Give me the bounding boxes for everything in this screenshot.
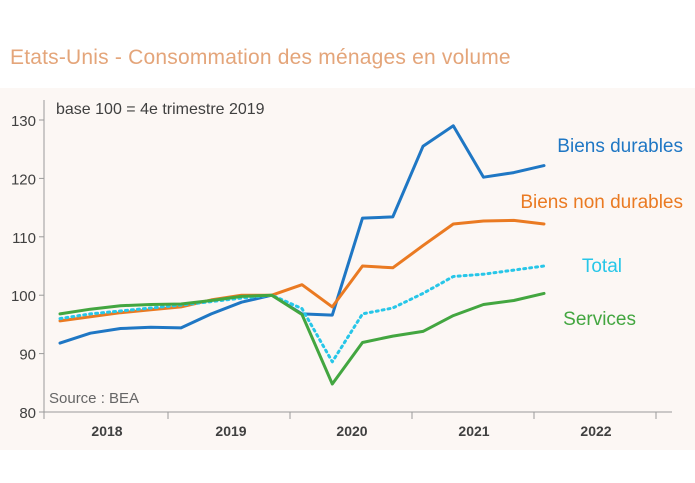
series-label-biens-non-durables: Biens non durables bbox=[520, 192, 683, 213]
series-line-biens-non-durables bbox=[58, 218, 546, 323]
chart-subtitle: base 100 = 4e trimestre 2019 bbox=[56, 101, 265, 118]
y-tick-label: 120 bbox=[11, 171, 36, 188]
x-tick-label: 2021 bbox=[458, 423, 489, 439]
y-tick-label: 110 bbox=[12, 230, 36, 247]
series-label-biens-durables: Biens durables bbox=[557, 136, 683, 157]
series-label-total: Total bbox=[582, 256, 622, 277]
y-tick-label: 100 bbox=[11, 288, 36, 305]
chart-title: Etats-Unis - Consommation des ménages en… bbox=[10, 46, 511, 69]
series-line-services bbox=[58, 291, 546, 386]
series-label-services: Services bbox=[563, 309, 636, 330]
chart-source: Source : BEA bbox=[49, 390, 139, 407]
y-tick-label: 130 bbox=[11, 113, 36, 130]
x-tick-label: 2019 bbox=[215, 423, 246, 439]
series-line-total bbox=[58, 264, 546, 364]
x-tick-label: 2018 bbox=[91, 423, 122, 439]
y-tick-label: 80 bbox=[19, 405, 36, 422]
x-tick-label: 2022 bbox=[580, 423, 611, 439]
x-tick-label: 2020 bbox=[336, 423, 367, 439]
y-tick-label: 90 bbox=[19, 347, 36, 364]
